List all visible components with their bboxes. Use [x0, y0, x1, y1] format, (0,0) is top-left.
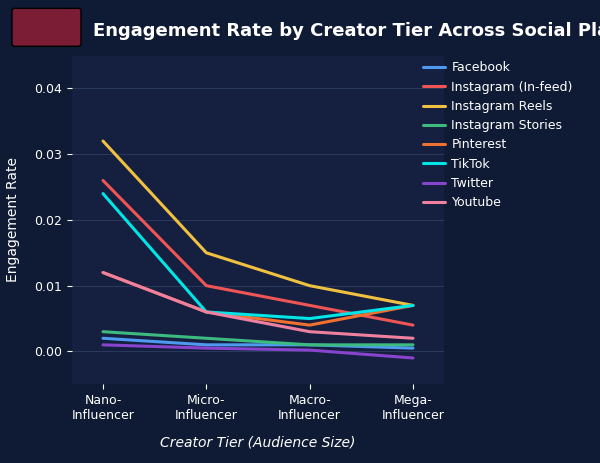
Facebook	[203, 342, 210, 348]
Facebook	[306, 342, 313, 348]
Youtube	[203, 309, 210, 315]
Line: Instagram (In-feed): Instagram (In-feed)	[103, 181, 413, 325]
Line: Instagram Reels: Instagram Reels	[103, 141, 413, 306]
Youtube	[306, 329, 313, 334]
Twitter	[409, 355, 416, 361]
Line: Twitter: Twitter	[103, 345, 413, 358]
Facebook	[409, 345, 416, 351]
TikTok	[203, 309, 210, 315]
Twitter	[100, 342, 107, 348]
Instagram Reels	[306, 283, 313, 288]
TikTok	[409, 303, 416, 308]
Youtube	[100, 270, 107, 275]
Line: Instagram Stories: Instagram Stories	[103, 332, 413, 345]
Bar	[40, 21, 53, 42]
Instagram Reels	[409, 303, 416, 308]
Text: Engagement Rate by Creator Tier Across Social Platforms: Engagement Rate by Creator Tier Across S…	[93, 22, 600, 40]
Line: Facebook: Facebook	[103, 338, 413, 348]
Instagram Stories	[100, 329, 107, 334]
Instagram (In-feed)	[409, 322, 416, 328]
X-axis label: Creator Tier (Audience Size): Creator Tier (Audience Size)	[160, 436, 356, 450]
Youtube	[409, 336, 416, 341]
Pinterest	[409, 303, 416, 308]
Twitter	[306, 347, 313, 353]
Pinterest	[100, 270, 107, 275]
TikTok	[100, 191, 107, 196]
Instagram Reels	[203, 250, 210, 256]
Instagram (In-feed)	[306, 303, 313, 308]
Instagram Reels	[100, 138, 107, 144]
Instagram Stories	[409, 342, 416, 348]
Pinterest	[203, 309, 210, 315]
Instagram Stories	[203, 336, 210, 341]
Legend: Facebook, Instagram (In-feed), Instagram Reels, Instagram Stories, Pinterest, Ti: Facebook, Instagram (In-feed), Instagram…	[416, 55, 579, 215]
Pinterest	[306, 322, 313, 328]
Facebook	[100, 336, 107, 341]
Instagram Stories	[306, 342, 313, 348]
Y-axis label: Engagement Rate: Engagement Rate	[7, 157, 20, 282]
Bar	[23, 28, 36, 42]
Line: Pinterest: Pinterest	[103, 273, 413, 325]
Bar	[57, 15, 70, 42]
Line: Youtube: Youtube	[103, 273, 413, 338]
Instagram (In-feed)	[203, 283, 210, 288]
TikTok	[306, 316, 313, 321]
Line: TikTok: TikTok	[103, 194, 413, 319]
Instagram (In-feed)	[100, 178, 107, 183]
Twitter	[203, 345, 210, 351]
